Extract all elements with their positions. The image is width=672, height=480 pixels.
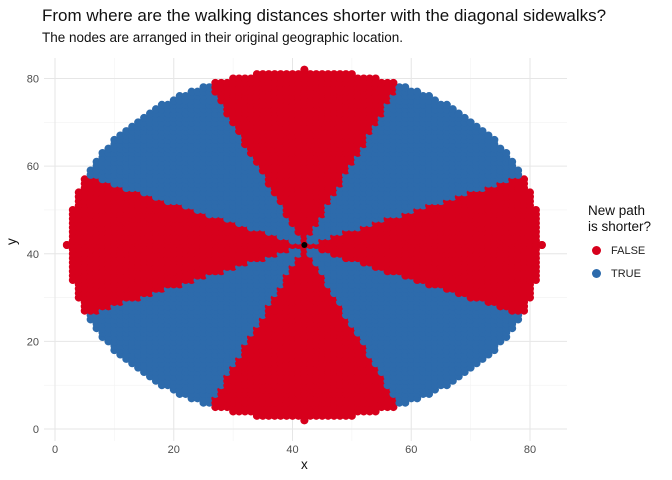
point-true (134, 118, 143, 127)
point-true (205, 83, 214, 92)
tick-labels: 0 20 40 60 80 0 20 40 60 80 (27, 74, 536, 457)
point-true (110, 135, 119, 144)
point-true (181, 92, 190, 101)
point-false (520, 175, 529, 184)
point-true (86, 166, 95, 175)
point-true (193, 87, 202, 96)
chart-subtitle: The nodes are arranged in their original… (42, 30, 403, 45)
point-true (419, 92, 428, 101)
point-false (217, 78, 226, 87)
y-tick-label: 80 (27, 74, 39, 86)
point-true (484, 131, 493, 140)
point-true (187, 87, 196, 96)
point-true (508, 157, 517, 166)
point-true (175, 92, 184, 101)
x-tick-label: 80 (524, 444, 536, 456)
point-true (425, 92, 434, 101)
point-true (151, 105, 160, 114)
point-true (140, 113, 149, 122)
y-tick-label: 20 (27, 336, 39, 348)
point-false (68, 205, 77, 214)
point-true (502, 148, 511, 157)
x-tick-label: 0 (52, 444, 58, 456)
point-true (431, 96, 439, 105)
point-true (478, 127, 487, 136)
point-true (199, 83, 208, 92)
point-true (407, 87, 416, 96)
y-tick-label: 40 (27, 249, 39, 261)
point-true (466, 118, 475, 127)
point-true (454, 109, 463, 118)
data-points (62, 65, 546, 425)
point-true (448, 105, 457, 114)
chart-title: From where are the walking distances sho… (42, 6, 607, 25)
point-true (92, 157, 101, 166)
point-true (157, 100, 166, 109)
point-false (531, 205, 540, 214)
point-true (146, 109, 154, 118)
x-tick-label: 60 (405, 444, 417, 456)
x-tick-label: 20 (168, 444, 180, 456)
point-true (169, 96, 178, 105)
point-true (104, 144, 113, 153)
point-true (442, 100, 451, 109)
point-true (436, 100, 445, 109)
y-tick-label: 60 (27, 161, 39, 173)
point-true (514, 166, 523, 175)
point-false (526, 188, 534, 197)
point-false (223, 78, 232, 87)
point-true (98, 148, 107, 157)
point-true (490, 135, 499, 144)
point-true (413, 87, 422, 96)
point-false (74, 188, 83, 197)
x-tick-label: 40 (286, 444, 298, 456)
point-true (163, 100, 172, 109)
y-tick-label: 0 (33, 424, 39, 436)
point-true (122, 127, 131, 136)
point-true (116, 131, 125, 140)
point-false (80, 175, 89, 184)
point-true (395, 83, 404, 92)
point-true (128, 122, 137, 131)
point-true (496, 144, 505, 153)
point-true (472, 122, 481, 131)
point-true (460, 113, 469, 122)
point-false (211, 78, 220, 87)
point-true (401, 83, 410, 92)
